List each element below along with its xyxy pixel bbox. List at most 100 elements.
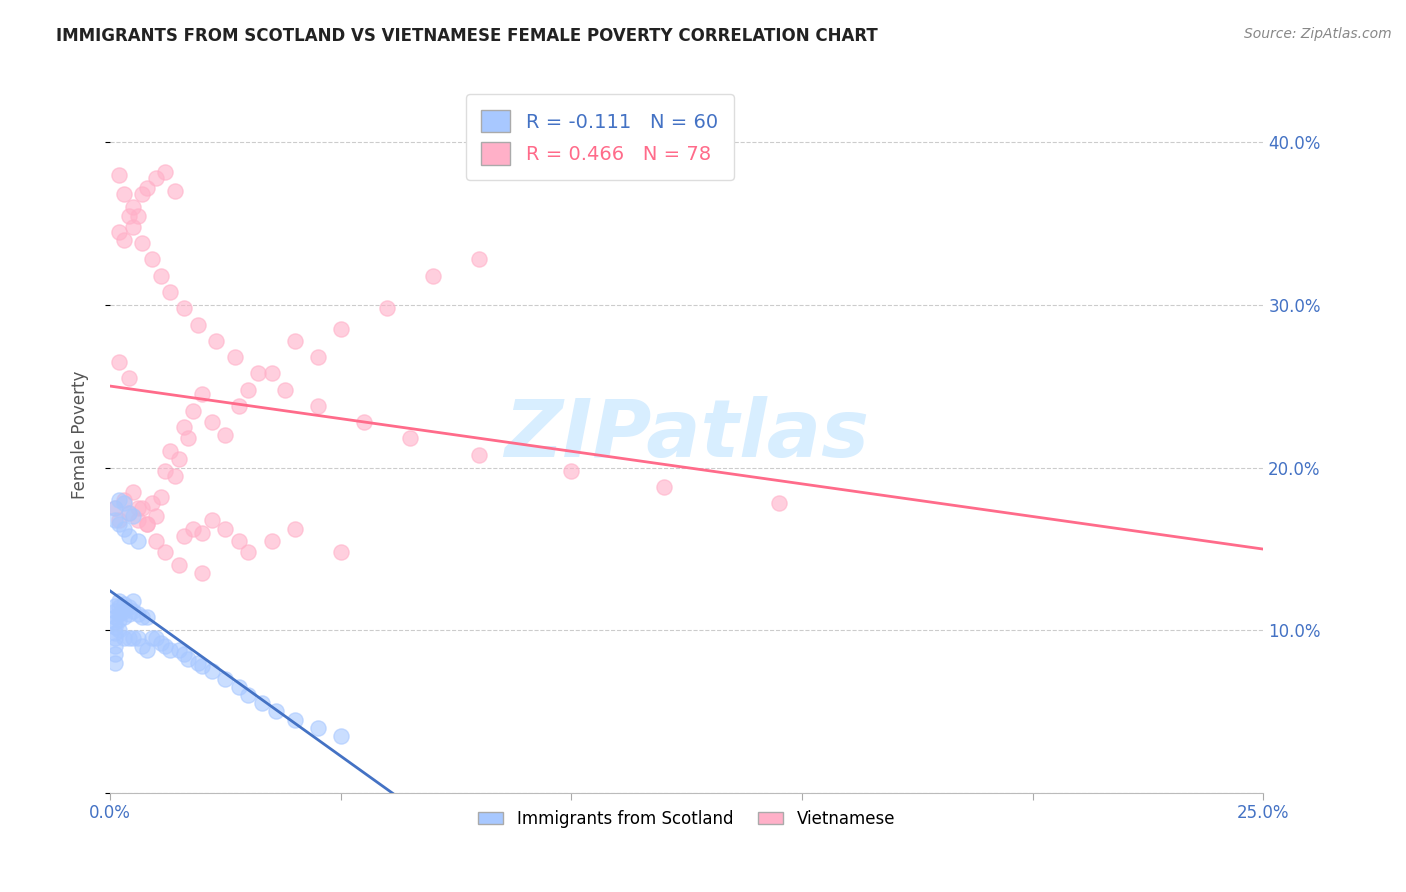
Point (141, 252, 163, 267)
Point (246, 366, 269, 380)
Point (149, 636, 172, 650)
Point (122, 632, 145, 646)
Point (187, 318, 209, 332)
Point (112, 233, 135, 247)
Point (104, 640, 127, 654)
Point (169, 558, 191, 573)
Point (399, 431, 422, 445)
Point (177, 652, 200, 666)
Point (159, 642, 181, 657)
Point (127, 209, 149, 223)
Point (112, 632, 135, 646)
Text: ZIPatlas: ZIPatlas (505, 396, 869, 474)
Point (238, 688, 260, 702)
Point (252, 696, 274, 710)
Point (652, 480, 675, 494)
Point (117, 632, 139, 646)
Point (108, 517, 131, 532)
Point (104, 615, 127, 629)
Point (224, 350, 246, 364)
Point (284, 713, 307, 727)
Point (159, 444, 181, 458)
Point (108, 168, 131, 182)
Point (131, 501, 153, 516)
Point (108, 225, 131, 239)
Point (112, 604, 135, 618)
Point (131, 610, 153, 624)
Point (136, 181, 159, 195)
Point (228, 680, 250, 694)
Point (108, 493, 131, 508)
Point (136, 517, 159, 532)
Point (122, 594, 145, 608)
Point (122, 485, 145, 500)
Point (112, 496, 135, 510)
Point (169, 452, 191, 467)
Point (422, 268, 444, 283)
Point (117, 209, 139, 223)
Point (260, 366, 283, 380)
Point (228, 399, 250, 413)
Point (108, 512, 131, 526)
Point (108, 594, 131, 608)
Point (284, 334, 307, 348)
Point (104, 604, 127, 618)
Point (117, 371, 139, 385)
Point (260, 533, 283, 548)
Point (191, 387, 214, 401)
Point (214, 522, 236, 536)
Point (329, 322, 352, 336)
Point (238, 383, 260, 397)
Point (104, 599, 127, 613)
Text: Source: ZipAtlas.com: Source: ZipAtlas.com (1244, 27, 1392, 41)
Point (104, 620, 127, 634)
Point (149, 268, 172, 283)
Point (112, 493, 135, 508)
Point (163, 184, 186, 198)
Point (104, 648, 127, 662)
Point (145, 509, 167, 524)
Point (104, 512, 127, 526)
Point (155, 165, 177, 179)
Point (108, 355, 131, 369)
Point (104, 501, 127, 516)
Point (163, 468, 186, 483)
Point (159, 285, 181, 299)
Point (104, 501, 127, 516)
Point (214, 428, 236, 442)
Point (177, 431, 200, 445)
Point (131, 236, 153, 251)
Point (169, 642, 191, 657)
Point (768, 496, 790, 510)
Point (104, 626, 127, 640)
Point (122, 201, 145, 215)
Point (155, 640, 177, 654)
Point (117, 529, 139, 543)
Point (173, 420, 195, 434)
Point (108, 607, 131, 621)
Point (122, 509, 145, 524)
Point (127, 501, 149, 516)
Point (329, 729, 352, 743)
Point (214, 672, 236, 686)
Legend: Immigrants from Scotland, Vietnamese: Immigrants from Scotland, Vietnamese (471, 803, 901, 834)
Point (228, 533, 250, 548)
Point (307, 350, 329, 364)
Point (122, 604, 145, 618)
Point (307, 721, 329, 735)
Point (141, 496, 163, 510)
Point (307, 399, 329, 413)
Point (136, 610, 159, 624)
Point (375, 301, 398, 316)
Point (141, 632, 163, 646)
Point (145, 171, 167, 186)
Point (104, 656, 127, 670)
Point (117, 506, 139, 520)
Point (108, 613, 131, 627)
Point (145, 632, 167, 646)
Point (127, 607, 149, 621)
Point (329, 545, 352, 559)
Point (274, 383, 297, 397)
Point (117, 506, 139, 520)
Point (191, 525, 214, 540)
